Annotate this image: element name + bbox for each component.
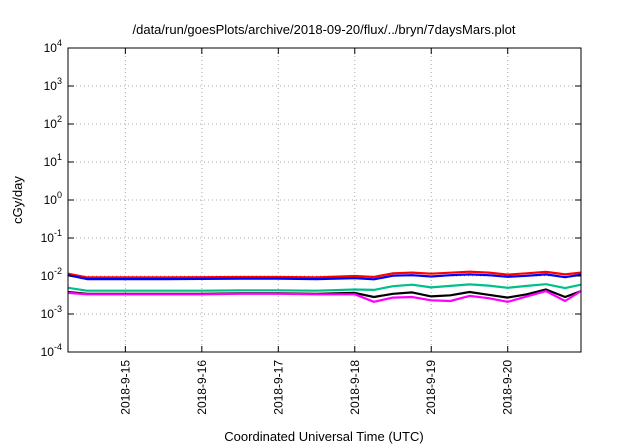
- series-line-2: [67, 273, 582, 281]
- chart-title: /data/run/goesPlots/archive/2018-09-20/f…: [133, 22, 516, 37]
- y-tick-label: 101: [44, 152, 62, 169]
- x-tick-label: 2018-9-17: [271, 360, 285, 415]
- x-tick-label: 2018-9-16: [195, 360, 209, 415]
- y-tick-label: 10-2: [41, 266, 62, 283]
- y-tick-label: 10-1: [41, 228, 62, 245]
- y-tick-label: 10-4: [41, 342, 62, 359]
- y-axis: 10-4 10-3 10-2 10-1 100 101 102 103 104: [41, 38, 581, 359]
- x-tick-label: 2018-9-15: [118, 360, 132, 415]
- x-axis-label: Coordinated Universal Time (UTC): [224, 429, 423, 444]
- x-tick-label: 2018-9-19: [424, 360, 438, 415]
- x-axis: 2018-9-15 2018-9-16 2018-9-17 2018-9-18 2018…: [118, 48, 515, 415]
- y-tick-label: 100: [44, 190, 62, 207]
- y-tick-label: 103: [44, 76, 62, 93]
- x-tick-label: 2018-9-20: [501, 360, 515, 415]
- y-axis-label: cGy/day: [10, 176, 25, 224]
- series-line-1: [67, 270, 582, 279]
- grid-lines: [68, 48, 581, 352]
- series-line-3: [67, 283, 582, 292]
- series-group: [67, 270, 582, 303]
- x-tick-label: 2018-9-18: [348, 360, 362, 415]
- series-line-5: [67, 290, 582, 303]
- y-tick-label: 104: [44, 38, 62, 55]
- y-tick-label: 10-3: [41, 304, 62, 321]
- y-tick-label: 102: [44, 114, 62, 131]
